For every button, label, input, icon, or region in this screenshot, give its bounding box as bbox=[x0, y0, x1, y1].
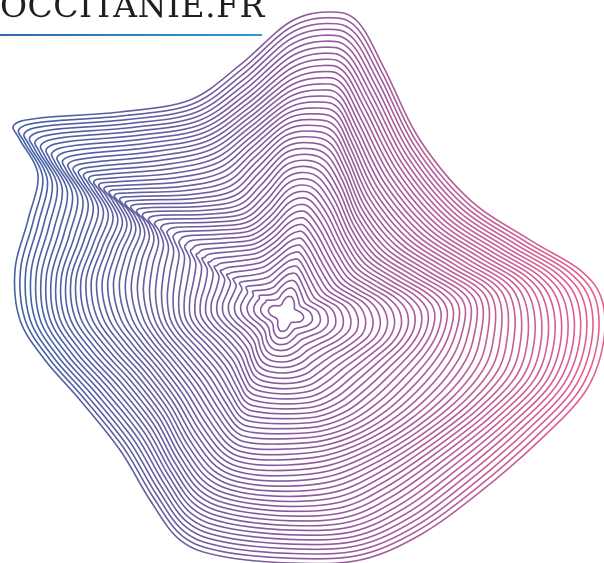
contour-line bbox=[64, 70, 543, 517]
contour-line bbox=[129, 141, 467, 456]
contour-line bbox=[259, 287, 314, 340]
contour-line bbox=[85, 95, 516, 498]
contour-line bbox=[118, 130, 479, 467]
contour-line bbox=[74, 83, 530, 508]
contour-line bbox=[54, 58, 556, 527]
contour-line bbox=[172, 184, 423, 420]
contour-line bbox=[210, 230, 374, 385]
contour-line bbox=[267, 295, 305, 333]
contour-line bbox=[90, 101, 510, 493]
contour-line bbox=[159, 171, 436, 430]
contour-line bbox=[188, 203, 403, 405]
contour-line bbox=[39, 40, 576, 541]
contour-line bbox=[153, 165, 442, 435]
contour-line bbox=[17, 16, 600, 560]
contour-line bbox=[101, 112, 497, 482]
contour-line bbox=[199, 216, 389, 395]
title-underline bbox=[0, 34, 262, 36]
contour-line bbox=[141, 153, 455, 445]
contour-line bbox=[112, 124, 485, 472]
contour-line bbox=[95, 107, 503, 487]
contour-line bbox=[124, 135, 473, 461]
contour-line bbox=[246, 272, 330, 352]
contour-line bbox=[34, 34, 582, 546]
contour-line bbox=[79, 89, 523, 503]
contour-line bbox=[239, 265, 337, 358]
contour-line bbox=[221, 244, 360, 374]
contour-line bbox=[233, 258, 345, 363]
site-title: OCCITANIE.FR bbox=[0, 0, 265, 25]
contour-line bbox=[166, 177, 430, 425]
contour-line bbox=[135, 147, 461, 451]
contour-line bbox=[147, 159, 449, 440]
contour-line bbox=[23, 22, 594, 555]
contour-line bbox=[106, 118, 491, 477]
contour-line bbox=[204, 223, 382, 390]
contour-line bbox=[49, 52, 563, 532]
contour-line bbox=[227, 251, 352, 369]
contour-line bbox=[193, 210, 396, 400]
contour-lines bbox=[12, 11, 604, 563]
contour-line bbox=[183, 197, 410, 410]
contour-line bbox=[215, 237, 367, 380]
contour-line bbox=[252, 279, 322, 346]
contour-line bbox=[177, 190, 416, 415]
contour-line bbox=[69, 76, 536, 513]
contour-line bbox=[44, 46, 569, 537]
contour-line bbox=[59, 64, 550, 522]
contour-line bbox=[12, 11, 604, 563]
contour-line bbox=[28, 28, 588, 551]
